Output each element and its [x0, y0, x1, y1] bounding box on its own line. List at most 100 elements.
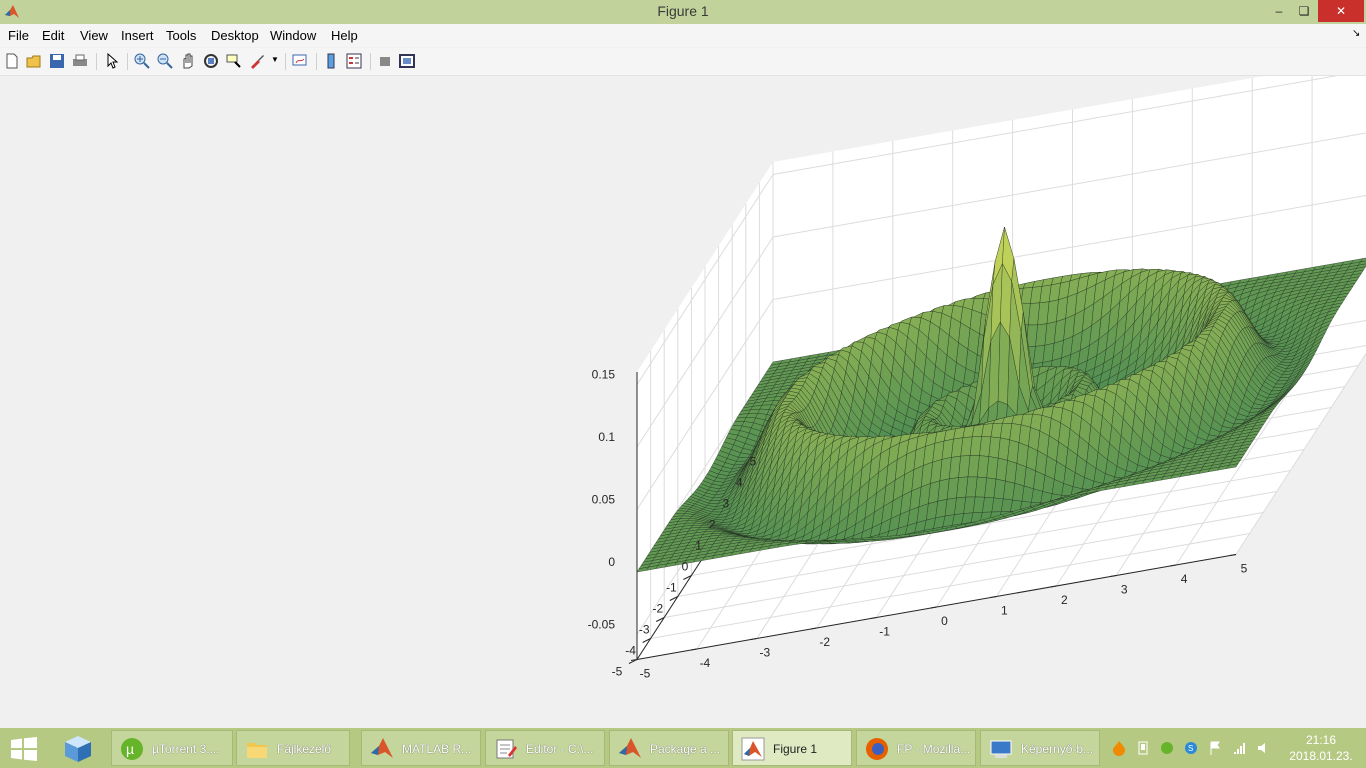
pan-icon[interactable]: [179, 52, 197, 70]
show-plot-tools-icon[interactable]: [398, 52, 416, 70]
minimize-button[interactable]: –: [1275, 4, 1283, 18]
menu-desktop[interactable]: Desktop: [211, 28, 259, 43]
tray-device-icon[interactable]: [1136, 740, 1150, 756]
wall-grid-line: [636, 174, 774, 385]
task-utorrent[interactable]: µ µTorrent 3....: [111, 730, 233, 766]
task-screenshot[interactable]: Képernyő-b...: [980, 730, 1100, 766]
x-tick-label: -3: [759, 646, 770, 660]
tray-flag-icon[interactable]: [1208, 740, 1222, 756]
x-tick-label: -1: [879, 625, 890, 639]
edit-plot-icon[interactable]: [103, 52, 121, 70]
menu-window[interactable]: Window: [270, 28, 317, 43]
y-tick-mark: [655, 617, 665, 622]
x-tick-mark: [690, 648, 697, 651]
save-icon[interactable]: [48, 52, 66, 70]
x-tick-label: 1: [1001, 604, 1008, 618]
task-file-explorer[interactable]: Fájlkezelő: [236, 730, 350, 766]
menu-file[interactable]: File: [8, 28, 29, 43]
firefox-icon: [866, 738, 888, 760]
link-plot-icon[interactable]: [291, 52, 309, 70]
x-tick-mark: [1170, 564, 1177, 567]
x-tick-mark: [1050, 585, 1057, 588]
z-tick-label: 0.1: [598, 430, 615, 444]
legend-icon[interactable]: [345, 52, 363, 70]
x-tick-mark: [750, 638, 757, 640]
wall-grid-line: [772, 76, 1338, 175]
hide-plot-tools-icon[interactable]: [376, 52, 394, 70]
title-bar: Figure 1 – ❏ ✕: [0, 0, 1366, 24]
z-tick-label: 0.05: [592, 493, 616, 507]
x-tick-label: 4: [1181, 572, 1188, 586]
task-package[interactable]: Package a ...: [609, 730, 729, 766]
brush-icon[interactable]: [248, 52, 266, 70]
y-tick-label: -4: [625, 644, 636, 658]
surface-plot-axes[interactable]: -5-4-3-2-1012345-5-4-3-2-1012345-0.0500.…: [0, 76, 1366, 728]
close-button[interactable]: ✕: [1318, 0, 1364, 22]
y-tick-label: 0: [682, 560, 689, 574]
task-editor[interactable]: Editor - C:\...: [485, 730, 605, 766]
y-tick-label: -3: [639, 623, 650, 637]
svg-text:S: S: [1188, 744, 1193, 753]
x-tick-label: -4: [700, 656, 711, 670]
x-tick-mark: [1110, 575, 1117, 577]
new-figure-icon[interactable]: [3, 52, 21, 70]
zoom-out-icon[interactable]: [156, 52, 174, 70]
task-matlab[interactable]: MATLAB R...: [361, 730, 481, 766]
folder-icon: [247, 743, 267, 758]
x-tick-label: 5: [1241, 562, 1248, 576]
tray-sync-icon[interactable]: S: [1184, 740, 1198, 756]
menu-insert[interactable]: Insert: [121, 28, 154, 43]
figure-toolbar: ▼: [0, 48, 1366, 76]
menu-tools[interactable]: Tools: [166, 28, 197, 43]
menu-help[interactable]: Help: [331, 28, 358, 43]
clock-time: 21:16: [1305, 733, 1337, 747]
tray-volume-icon[interactable]: [1256, 740, 1270, 756]
wall-grid-line: [772, 195, 1366, 300]
task-firefox[interactable]: FP - Mozilla...: [856, 730, 976, 766]
maximize-button[interactable]: ❏: [1298, 4, 1310, 18]
open-file-icon[interactable]: [25, 52, 43, 70]
y-tick-mark: [683, 575, 692, 580]
tray-network-icon[interactable]: [1232, 740, 1246, 756]
x-tick-mark: [1229, 554, 1237, 556]
editor-icon: [496, 739, 517, 759]
window-title: Figure 1: [657, 3, 709, 19]
wall-grid-line: [636, 236, 774, 448]
figure-canvas[interactable]: -5 -4 -3 -2 -1 0 1 2 3 4 5 -5 -4 -3 -2 -1 0 1 2 3 4 5 -0.05 0 0.…: [0, 76, 1366, 728]
wall-grid-line: [636, 299, 774, 510]
y-tick-label: 3: [722, 497, 729, 511]
x-tick-label: -5: [640, 667, 651, 681]
rotate-3d-icon[interactable]: [202, 52, 220, 70]
matlab-icon: [371, 738, 393, 758]
windows-start-icon[interactable]: [10, 737, 38, 761]
colorbar-icon[interactable]: [322, 52, 340, 70]
x-tick-mark: [930, 606, 937, 609]
matlab-icon: [619, 738, 641, 758]
tray-utorrent-icon[interactable]: [1160, 740, 1174, 756]
taskbar-clock[interactable]: 21:16 2018.01.23.: [1283, 732, 1359, 764]
matlab-figure-icon: [741, 737, 765, 761]
menu-dock-arrow-icon[interactable]: ↘: [1352, 28, 1361, 39]
menu-bar: File Edit View Insert Tools Desktop Wind…: [0, 24, 1366, 47]
pinned-app-cube-icon[interactable]: [62, 734, 94, 764]
windows-taskbar: µ µTorrent 3.... Fájlkezelő MATLAB R... …: [0, 728, 1366, 768]
y-tick-label: 2: [709, 518, 716, 532]
surface-mesh: [636, 226, 1366, 573]
y-tick-mark: [669, 596, 679, 601]
y-tick-mark: [642, 638, 651, 643]
task-figure1[interactable]: Figure 1: [732, 730, 852, 766]
brush-dropdown-icon[interactable]: ▼: [271, 55, 279, 64]
toolbar-separator: [370, 53, 371, 70]
utorrent-icon: µ: [121, 738, 143, 760]
x-tick-mark: [990, 596, 997, 598]
clock-date: 2018.01.23.: [1289, 749, 1353, 763]
data-cursor-icon[interactable]: [225, 52, 243, 70]
menu-view[interactable]: View: [80, 28, 108, 43]
zoom-in-icon[interactable]: [133, 52, 151, 70]
y-tick-label: -5: [612, 665, 623, 679]
menu-edit[interactable]: Edit: [42, 28, 65, 43]
x-tick-label: 0: [941, 614, 948, 628]
x-tick-mark: [810, 627, 817, 630]
tray-flame-icon[interactable]: [1112, 740, 1126, 756]
print-icon[interactable]: [71, 52, 89, 70]
